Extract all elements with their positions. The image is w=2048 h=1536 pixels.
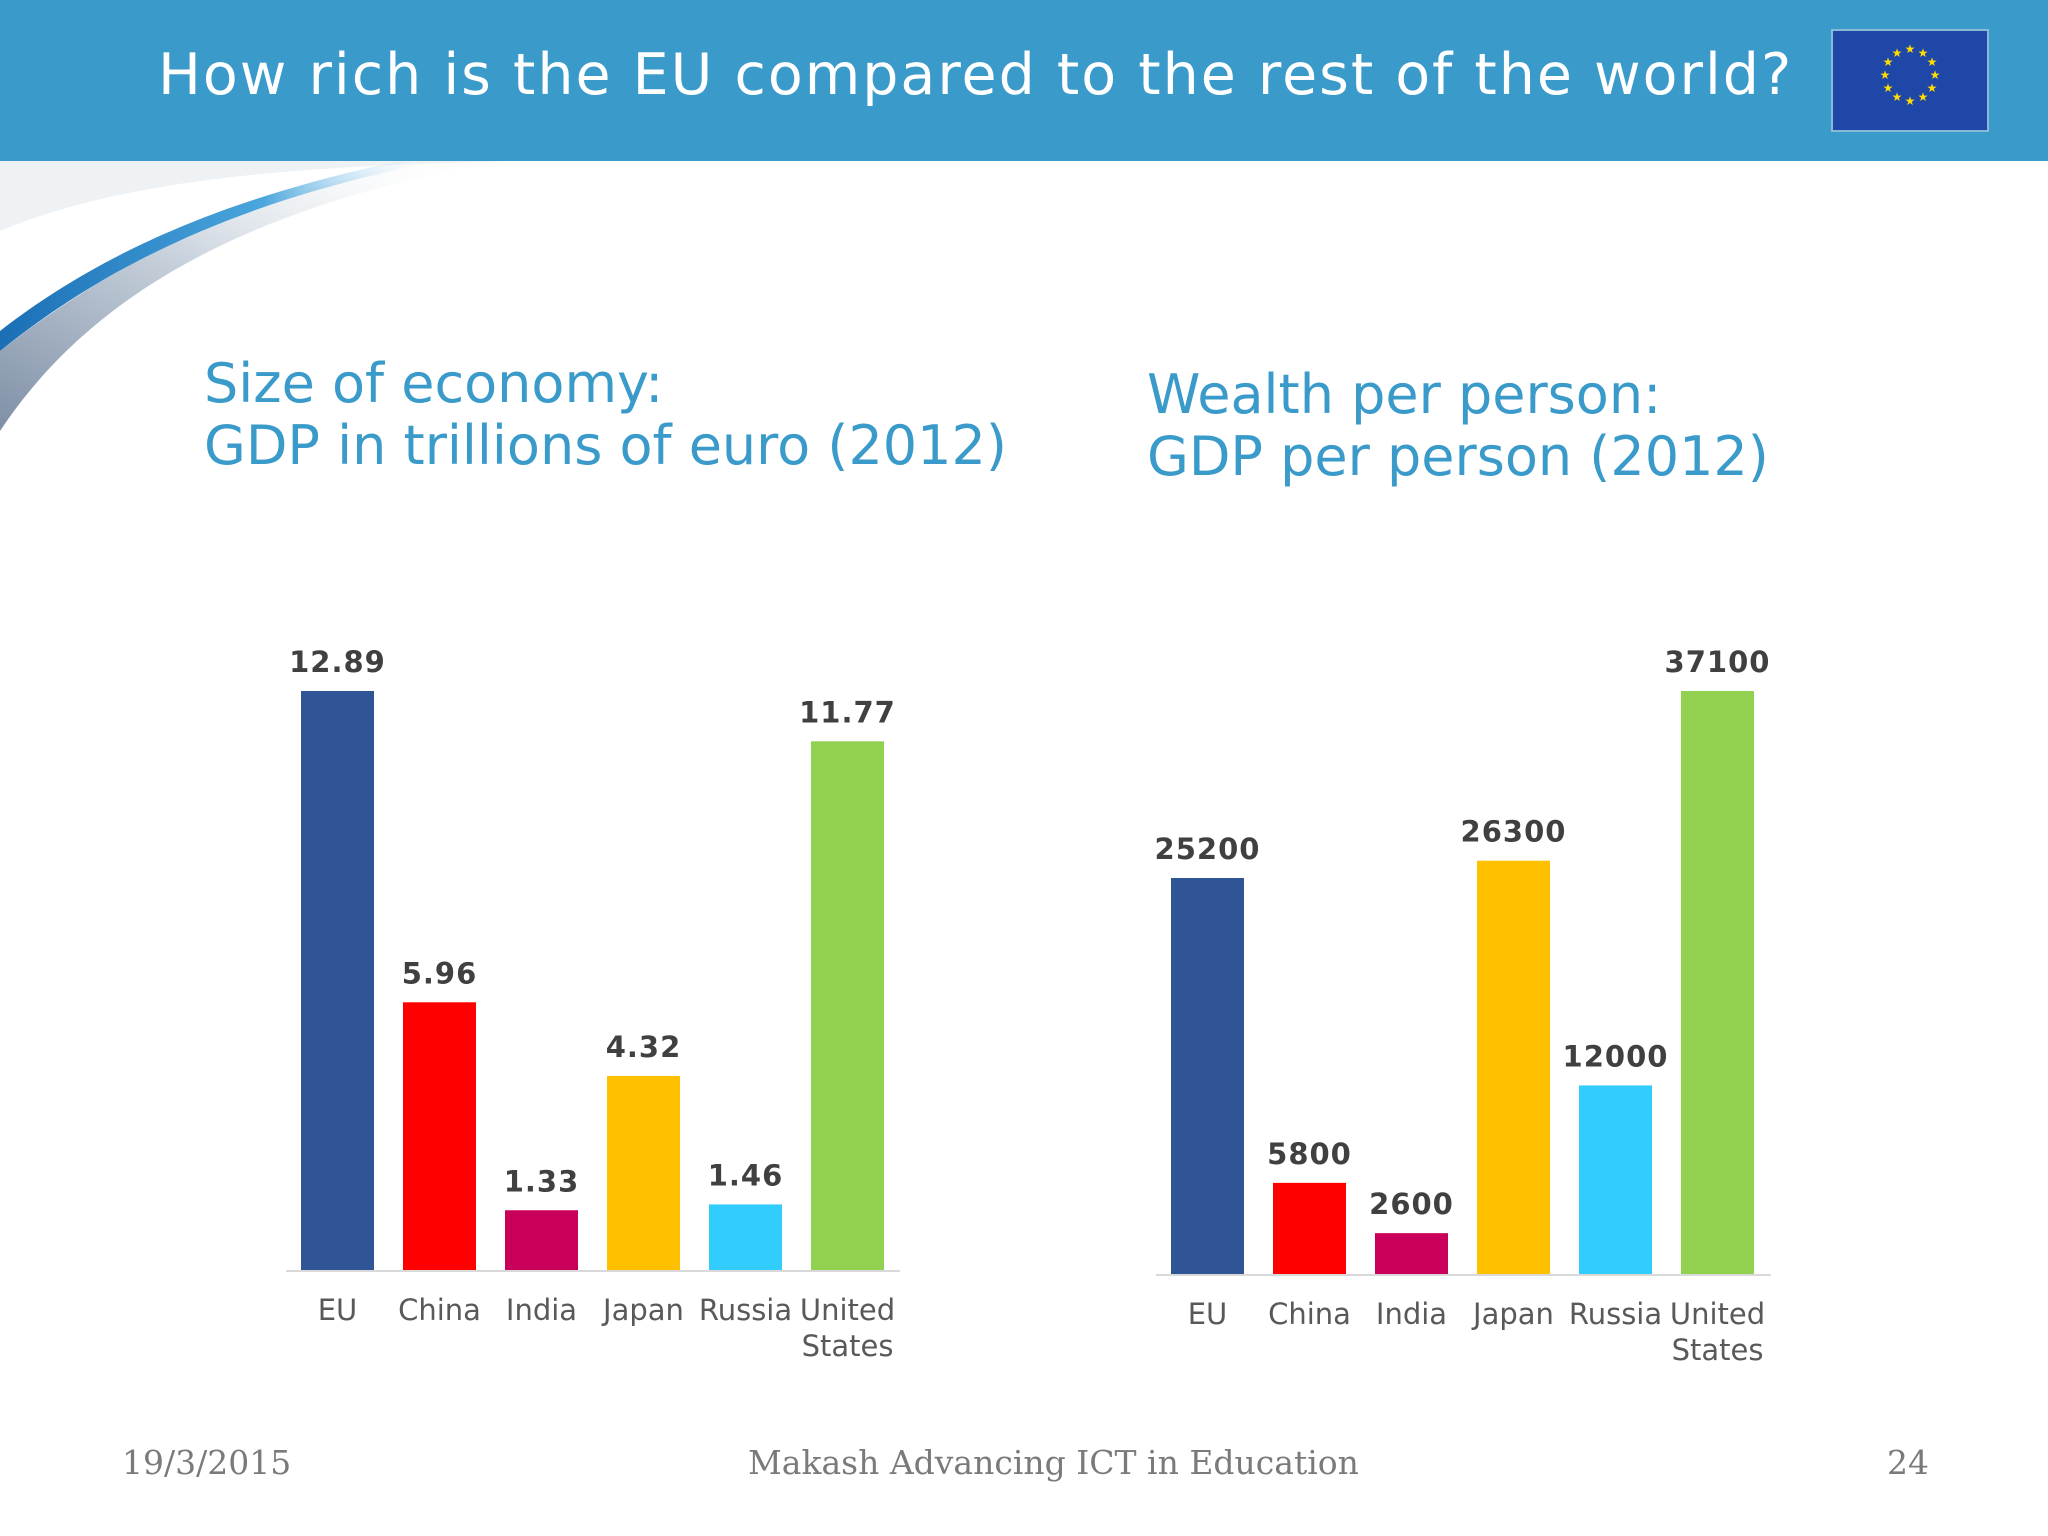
svg-text:★: ★ bbox=[1892, 90, 1903, 104]
header-bar: How rich is the EU compared to the rest … bbox=[0, 0, 2048, 161]
chart2-bar-5 bbox=[1681, 691, 1754, 1274]
chart2: 25200 EU 5800 China 2600 India 26300 Japan 12000… bbox=[1155, 645, 1771, 1367]
svg-text:★: ★ bbox=[1905, 42, 1916, 56]
chart2-data-label-4: 12000 bbox=[1563, 1039, 1669, 1073]
chart1-data-label-2: 1.33 bbox=[504, 1164, 580, 1198]
chart2-title-line1: Wealth per person: bbox=[1147, 363, 1662, 426]
svg-text:★: ★ bbox=[1930, 68, 1941, 82]
chart1-bar-5 bbox=[811, 741, 884, 1270]
chart2-category-label-1: China bbox=[1268, 1297, 1351, 1331]
footer-date: 19/3/2015 bbox=[122, 1443, 292, 1482]
eu-flag-icon: ★ ★ ★ ★ ★ ★ ★ ★ ★ ★ ★ ★ bbox=[1831, 29, 1989, 132]
chart2-bar-1 bbox=[1273, 1182, 1346, 1274]
chart2-category-label-5-line0: United bbox=[1670, 1297, 1765, 1331]
chart1-bar-2 bbox=[505, 1210, 578, 1270]
chart1-title-line2: GDP in trillions of euro (2012) bbox=[204, 414, 1007, 477]
svg-text:★: ★ bbox=[1927, 55, 1938, 69]
chart1-category-label-5-line0: United bbox=[800, 1293, 895, 1327]
chart2-data-label-3: 26300 bbox=[1461, 815, 1567, 849]
svg-text:★: ★ bbox=[1927, 81, 1938, 95]
chart1-category-label-3: Japan bbox=[601, 1293, 684, 1327]
slide-title: How rich is the EU compared to the rest … bbox=[158, 42, 1794, 108]
svg-text:★: ★ bbox=[1892, 46, 1903, 60]
svg-text:★: ★ bbox=[1918, 46, 1929, 60]
chart2-data-label-0: 25200 bbox=[1155, 832, 1261, 866]
svg-text:★: ★ bbox=[1883, 55, 1894, 69]
footer-center-text: Makash Advancing ICT in Education bbox=[748, 1443, 1359, 1482]
chart1-heading: Size of economy: GDP in trillions of eur… bbox=[204, 353, 1007, 477]
chart1-data-label-3: 4.32 bbox=[606, 1030, 682, 1064]
svg-text:★: ★ bbox=[1918, 90, 1929, 104]
chart1: 12.89 EU 5.96 China 1.33 India 4.32 Japan 1.46 Ru… bbox=[286, 645, 900, 1363]
svg-text:★: ★ bbox=[1905, 94, 1916, 108]
chart1-category-label-5-line1: States bbox=[802, 1329, 894, 1363]
chart2-bar-2 bbox=[1375, 1233, 1448, 1274]
chart1-category-label-2: India bbox=[506, 1293, 577, 1327]
chart1-data-label-0: 12.89 bbox=[289, 645, 386, 679]
chart2-data-label-2: 2600 bbox=[1369, 1187, 1454, 1221]
chart1-title-line1: Size of economy: bbox=[204, 352, 664, 415]
chart1-data-label-1: 5.96 bbox=[402, 956, 478, 990]
chart1-data-label-5: 11.77 bbox=[799, 695, 896, 729]
chart1-category-label-4: Russia bbox=[699, 1293, 792, 1327]
chart1-category-label-0: EU bbox=[318, 1293, 358, 1327]
chart1-bar-1 bbox=[403, 1002, 476, 1270]
chart2-category-label-0: EU bbox=[1188, 1297, 1228, 1331]
chart2-data-label-5: 37100 bbox=[1665, 645, 1771, 679]
chart2-category-label-2: India bbox=[1376, 1297, 1447, 1331]
chart1-category-label-1: China bbox=[398, 1293, 481, 1327]
chart2-bar-4 bbox=[1579, 1085, 1652, 1274]
chart2-heading: Wealth per person: GDP per person (2012) bbox=[1147, 364, 1769, 488]
decorative-swoosh bbox=[0, 161, 520, 431]
svg-text:★: ★ bbox=[1883, 81, 1894, 95]
chart2-bar-0 bbox=[1171, 878, 1244, 1274]
chart1-bar-3 bbox=[607, 1075, 680, 1270]
chart2-category-label-4: Russia bbox=[1569, 1297, 1662, 1331]
chart2-title-line2: GDP per person (2012) bbox=[1147, 425, 1769, 488]
chart2-category-label-5-line1: States bbox=[1672, 1333, 1764, 1367]
chart2-bar-3 bbox=[1477, 860, 1550, 1274]
chart2-category-label-3: Japan bbox=[1471, 1297, 1554, 1331]
footer-page-number: 24 bbox=[1887, 1443, 1929, 1482]
chart1-data-label-4: 1.46 bbox=[708, 1158, 784, 1192]
chart1-bar-4 bbox=[709, 1204, 782, 1270]
svg-text:★: ★ bbox=[1880, 68, 1891, 82]
chart2-data-label-1: 5800 bbox=[1267, 1137, 1352, 1171]
chart1-bar-0 bbox=[301, 691, 374, 1270]
